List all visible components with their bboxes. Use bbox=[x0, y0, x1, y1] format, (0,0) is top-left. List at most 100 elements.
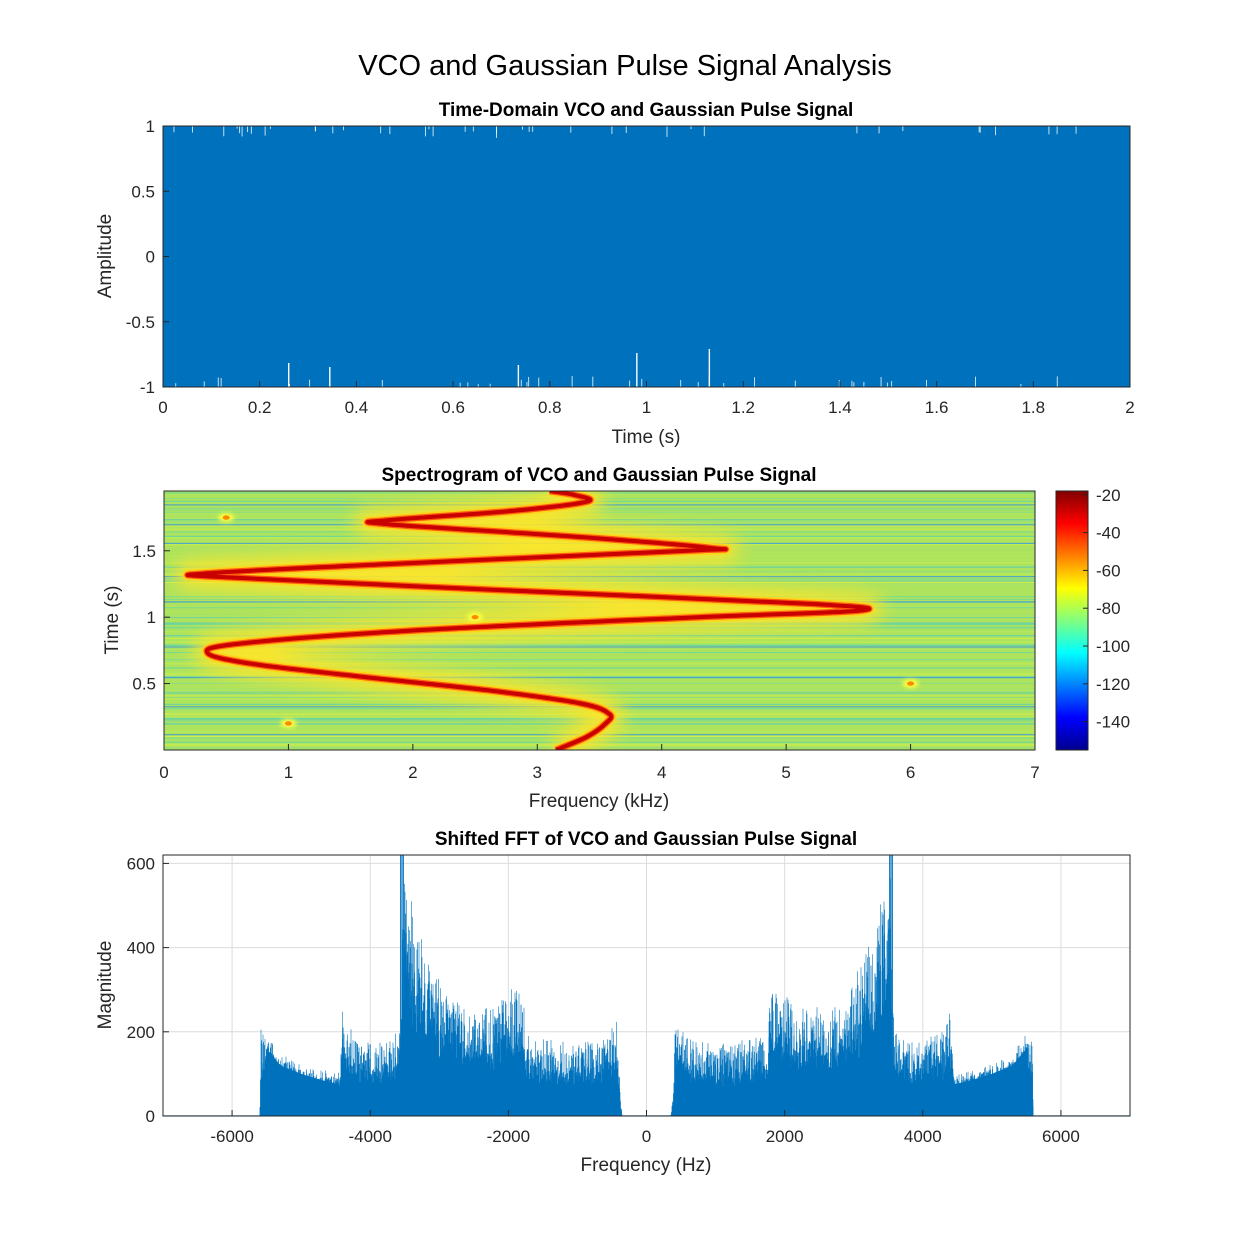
spectrogram-y-tick-label: 1 bbox=[147, 608, 156, 627]
spectrogram-noise-stripe bbox=[164, 579, 1035, 581]
time-domain-x-tick-label: 1.6 bbox=[925, 398, 949, 417]
spectrogram-noise-stripe bbox=[164, 638, 1035, 640]
colorbar-ticks: -20 -40 -60 -80 -100 -120 -140 bbox=[1083, 486, 1130, 732]
spectrogram-noise-stripe bbox=[164, 576, 1035, 578]
colorbar-tick-label: -120 bbox=[1096, 675, 1130, 694]
fft-x-tick-label: 4000 bbox=[904, 1127, 942, 1146]
spectrogram-noise-stripe bbox=[164, 512, 1035, 514]
colorbar: -20 -40 -60 -80 -100 -120 -140 bbox=[1055, 486, 1130, 751]
spectrogram-noise-stripe bbox=[164, 689, 1035, 691]
spectrogram-pulse bbox=[907, 681, 915, 686]
spectrogram-y-label: Time (s) bbox=[102, 586, 123, 655]
spectrogram-noise-stripe bbox=[164, 520, 1035, 522]
spectrogram-noise-stripe bbox=[164, 580, 1035, 582]
colorbar-gradient bbox=[1055, 490, 1089, 751]
time-domain-signal-fill bbox=[163, 126, 1130, 387]
spectrogram-noise-stripe bbox=[164, 519, 1035, 521]
time-domain-x-tick-label: 0 bbox=[158, 398, 167, 417]
spectrogram-noise-stripe bbox=[164, 675, 1035, 677]
time-domain-x-tick-label: 1 bbox=[642, 398, 651, 417]
spectrogram-x-tick-label: 6 bbox=[906, 763, 915, 782]
time-domain-x-label: Time (s) bbox=[612, 427, 681, 448]
time-domain-x-tick-label: 0.6 bbox=[441, 398, 465, 417]
time-domain-y-label: Amplitude bbox=[95, 214, 116, 299]
fft-plot: Shifted FFT of VCO and Gaussian Pulse Si… bbox=[95, 829, 1131, 1176]
colorbar-tick-label: -80 bbox=[1096, 599, 1121, 618]
spectrogram-x-tick-label: 2 bbox=[408, 763, 417, 782]
fft-x-tick-label: 0 bbox=[642, 1127, 651, 1146]
spectrogram-x-label: Frequency (kHz) bbox=[529, 791, 669, 812]
time-domain-x-tick-label: 0.4 bbox=[345, 398, 369, 417]
fft-plot-area bbox=[163, 855, 1130, 1116]
spectrogram-noise-stripe bbox=[164, 513, 1035, 515]
spectrogram-pulse bbox=[222, 515, 230, 520]
spectrogram-noise-stripe bbox=[164, 667, 1035, 669]
spectrogram-noise-stripe bbox=[164, 572, 1035, 574]
time-domain-x-tick-label: 1.8 bbox=[1021, 398, 1045, 417]
time-domain-y-tick-label: 0 bbox=[146, 248, 155, 267]
spectrogram-noise-stripe bbox=[164, 673, 1035, 675]
spectrogram-y-ticks: 0.5 1 1.5 bbox=[132, 542, 170, 694]
spectrogram-noise-stripe bbox=[164, 652, 1035, 654]
figure-title: VCO and Gaussian Pulse Signal Analysis bbox=[358, 50, 892, 82]
spectrogram-x-tick-label: 0 bbox=[159, 763, 168, 782]
spectrogram-noise-stripe bbox=[164, 691, 1035, 693]
colorbar-tick-label: -20 bbox=[1096, 486, 1121, 505]
spectrogram-noise-stripe bbox=[164, 674, 1035, 676]
spectrogram-noise-stripe bbox=[164, 747, 1035, 749]
spectrogram-y-tick-label: 0.5 bbox=[132, 675, 156, 694]
spectrogram-noise-stripe bbox=[164, 663, 1035, 665]
fft-y-ticks: 0 200 400 600 bbox=[127, 854, 169, 1126]
fft-title: Shifted FFT of VCO and Gaussian Pulse Si… bbox=[435, 829, 857, 850]
spectrogram-noise-stripe bbox=[164, 643, 1035, 645]
fft-y-label: Magnitude bbox=[95, 941, 116, 1030]
spectrogram-noise-stripe bbox=[164, 645, 1035, 647]
fft-y-tick-label: 0 bbox=[146, 1107, 155, 1126]
time-domain-x-ticks: 0 0.2 0.4 0.6 0.8 1 1.2 1.4 1.6 1.8 2 bbox=[158, 381, 1135, 417]
fft-x-label: Frequency (Hz) bbox=[581, 1155, 712, 1176]
spectrogram-noise-stripe bbox=[164, 636, 1035, 638]
fft-x-tick-label: 6000 bbox=[1042, 1127, 1080, 1146]
spectrogram-noise-stripe bbox=[164, 744, 1035, 746]
spectrogram-x-ticks: 0 1 2 3 4 5 6 7 bbox=[159, 744, 1040, 782]
spectrogram-pulses bbox=[218, 513, 919, 728]
spectrogram-noise-stripe bbox=[164, 640, 1035, 642]
spectrogram-x-tick-label: 7 bbox=[1030, 763, 1039, 782]
spectrogram-ridge bbox=[182, 491, 875, 750]
spectrogram-axes-box bbox=[163, 490, 1036, 751]
spectrogram-ridge-core bbox=[185, 491, 872, 750]
time-domain-x-tick-label: 0.8 bbox=[538, 398, 562, 417]
colorbar-tick-label: -60 bbox=[1096, 561, 1121, 580]
spectrogram-x-tick-label: 4 bbox=[657, 763, 666, 782]
time-domain-x-tick-label: 0.2 bbox=[248, 398, 272, 417]
spectrogram-noise-stripe bbox=[164, 676, 1035, 679]
time-domain-envelope-notches bbox=[173, 126, 1077, 387]
spectrogram-noise-stripe bbox=[164, 517, 1035, 519]
spectrogram-noise-stripe bbox=[164, 692, 1035, 694]
fft-y-tick-label: 200 bbox=[127, 1023, 155, 1042]
time-domain-plot: Time-Domain VCO and Gaussian Pulse Signa… bbox=[95, 100, 1135, 448]
time-domain-y-tick-label: -0.5 bbox=[126, 313, 155, 332]
spectrogram-noise-stripe bbox=[164, 509, 1035, 511]
time-domain-y-tick-label: 0.5 bbox=[131, 182, 155, 201]
spectrogram-image bbox=[164, 491, 1035, 750]
spectrogram-noise-stripe bbox=[164, 573, 1035, 575]
time-domain-x-tick-label: 1.2 bbox=[731, 398, 755, 417]
colorbar-tick-label: -140 bbox=[1096, 713, 1130, 732]
time-domain-y-tick-label: -1 bbox=[140, 378, 155, 397]
spectrogram-noise-stripe bbox=[164, 607, 1035, 609]
time-domain-x-tick-label: 1.4 bbox=[828, 398, 852, 417]
spectrogram-x-tick-label: 1 bbox=[284, 763, 293, 782]
colorbar-tick-label: -40 bbox=[1096, 524, 1121, 543]
time-domain-plot-area bbox=[163, 126, 1130, 387]
spectrogram-noise-stripe bbox=[164, 671, 1035, 673]
spectrogram-pulse bbox=[284, 721, 292, 726]
spectrogram-noise-stripe bbox=[164, 688, 1035, 690]
fft-x-tick-label: 2000 bbox=[766, 1127, 804, 1146]
fft-y-tick-label: 400 bbox=[127, 939, 155, 958]
spectrogram-noise-stripe bbox=[164, 647, 1035, 649]
spectrogram-pulse bbox=[471, 614, 479, 620]
colorbar-tick-label: -100 bbox=[1096, 637, 1130, 656]
fft-x-tick-label: -6000 bbox=[210, 1127, 253, 1146]
